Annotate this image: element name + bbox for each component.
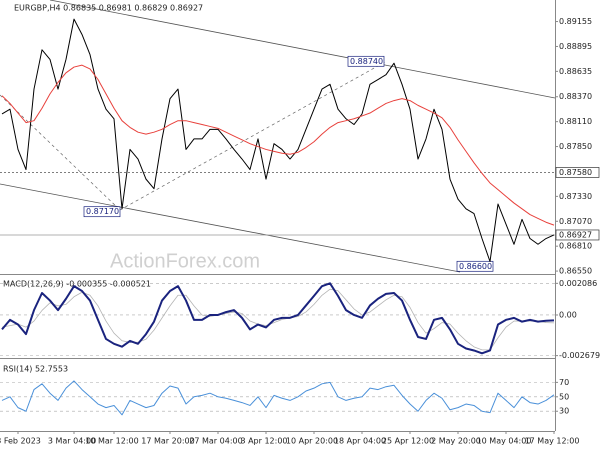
- series-line: [1, 64, 555, 226]
- level-label: 0.86927: [559, 230, 592, 239]
- swing-line: [0, 94, 121, 211]
- y-tick-label: 0.87850: [559, 142, 592, 151]
- y-tick-label: 0.86810: [559, 242, 592, 251]
- y-tick-label: 0.00: [559, 310, 577, 319]
- series-line: [1, 18, 555, 263]
- series-line: [1, 380, 555, 416]
- x-tick-label: 17 Mar 20:00: [141, 437, 194, 446]
- level-box: [555, 167, 600, 178]
- y-tick-label: 0.87070: [559, 217, 592, 226]
- level-label: 0.87580: [559, 168, 592, 177]
- y-tick-label: 0.002086: [559, 279, 597, 288]
- annotation-label: 0.86600: [459, 262, 492, 271]
- annotation-box: [347, 55, 385, 67]
- y-tick-label: 30: [559, 407, 569, 416]
- x-tick-label: 3 Apr 12:00: [240, 437, 287, 446]
- x-tick-label: 2 May 20:00: [431, 437, 481, 446]
- y-tick-label: 0.88635: [559, 67, 592, 76]
- x-tick-label: 18 Apr 04:00: [334, 437, 386, 446]
- swing-line: [119, 61, 386, 211]
- annotation-box: [456, 260, 494, 272]
- y-tick-label: -0.002679: [559, 351, 600, 360]
- annotation-label: 0.88740: [350, 57, 383, 66]
- x-tick-label: 17 May 12:00: [525, 437, 580, 446]
- channel-upper: [49, 0, 556, 99]
- y-tick-label: 70: [559, 378, 569, 387]
- chart-title: EURGBP,H4 0.86835 0.86981 0.86829 0.8692…: [14, 4, 203, 13]
- x-tick-label: 27 Mar 04:00: [189, 437, 242, 446]
- watermark: ActionForex.com: [110, 250, 260, 272]
- rsi-title: RSI(14) 52.7553: [3, 365, 68, 374]
- x-tick-label: 10 May 04:00: [477, 437, 532, 446]
- x-tick-label: 25 Apr 12:00: [382, 437, 434, 446]
- series-line: [1, 288, 555, 351]
- x-tick-label: 10 Mar 12:00: [85, 437, 138, 446]
- annotation-box: [83, 206, 121, 218]
- y-tick-label: 0.88110: [559, 117, 592, 126]
- y-tick-label: 0.89155: [559, 17, 592, 26]
- annotation-label: 0.87170: [86, 207, 119, 216]
- y-tick-label: 0.87330: [559, 192, 592, 201]
- series-line: [1, 282, 555, 355]
- x-tick-label: 10 Apr 20:00: [286, 437, 338, 446]
- y-tick-label: 0.88370: [559, 92, 592, 101]
- x-tick-label: 23 Feb 2023: [0, 437, 41, 446]
- y-tick-label: 0.88895: [559, 42, 592, 51]
- level-box: [555, 229, 600, 241]
- macd-title: MACD(12,26,9) -0.000355 -0.000521: [3, 280, 151, 289]
- x-tick-label: 3 Mar 04:00: [48, 437, 96, 446]
- y-tick-label: 0.86550: [559, 267, 592, 276]
- channel-lower: [0, 183, 461, 273]
- y-tick-label: 50: [559, 392, 569, 401]
